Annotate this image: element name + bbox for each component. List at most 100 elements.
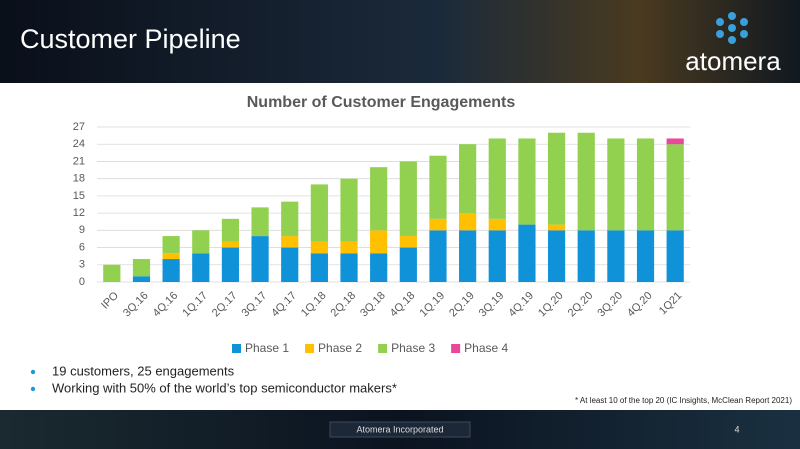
bar-segment	[459, 144, 477, 214]
bar-segment	[607, 138, 625, 231]
bar-segment	[310, 184, 328, 242]
x-tick-label: IPO	[99, 289, 121, 311]
footer-company: Atomera Incorporated	[356, 424, 443, 434]
bar-segment	[399, 161, 417, 237]
bar-segment	[251, 236, 269, 282]
legend-swatch	[305, 344, 315, 353]
x-tick-label: 4Q.20	[625, 290, 655, 320]
bar-segment	[251, 207, 269, 237]
bar-segment	[666, 144, 684, 231]
y-tick-label: 6	[79, 241, 85, 253]
bar-segment	[488, 218, 506, 231]
bar-segment	[547, 230, 566, 282]
chart-title: Number of Customer Engagements	[247, 94, 516, 111]
x-tick-label: 2Q.18	[329, 290, 359, 320]
bar-segment	[192, 230, 210, 254]
bar-segment	[459, 213, 477, 231]
x-tick-label: 3Q.18	[358, 290, 388, 320]
bar-segment	[429, 155, 447, 219]
bar-segment	[221, 218, 240, 242]
bar-segment	[310, 241, 328, 254]
footnote: * At least 10 of the top 20 (IC Insights…	[575, 396, 792, 405]
x-tick-label: 1Q.17	[180, 290, 210, 320]
x-tick-label: 4Q.18	[388, 290, 418, 320]
bar-segment	[636, 138, 655, 231]
bar-segment	[162, 259, 180, 282]
bar-segment	[221, 241, 240, 248]
x-tick-label: 3Q.17	[240, 290, 270, 320]
bar-segment	[399, 247, 417, 282]
bar-segment	[429, 230, 447, 282]
page-number: 4	[734, 424, 739, 434]
bar-segment	[518, 138, 536, 225]
x-tick-label: 1Q.20	[536, 290, 566, 320]
y-tick-label: 12	[73, 207, 85, 219]
bar-segment	[577, 230, 595, 282]
x-tick-label: 1Q21	[657, 290, 685, 318]
x-tick-label: 2Q.20	[566, 290, 596, 320]
bullet: Working with 50% of the world’s top semi…	[52, 380, 397, 395]
x-tick-label: 4Q.17	[269, 290, 299, 320]
x-tick-label: 2Q.19	[447, 290, 477, 320]
bar-segment	[221, 247, 240, 282]
bar-segment	[399, 236, 417, 248]
bar-segment	[132, 276, 151, 282]
bar-segment	[340, 253, 358, 282]
legend-swatch	[451, 344, 461, 353]
bar-segment	[666, 230, 684, 282]
bar-segment	[281, 201, 299, 237]
legend-label: Phase 4	[464, 341, 508, 355]
x-tick-label: 3Q.20	[595, 290, 625, 320]
bar-segment	[607, 230, 625, 282]
header-band	[0, 0, 800, 83]
bar-segment	[666, 138, 684, 145]
bar-segment	[429, 218, 447, 231]
bar-segment	[340, 241, 358, 254]
bar-segment	[488, 230, 506, 282]
y-tick-label: 24	[73, 138, 85, 150]
bar-segment	[162, 253, 180, 260]
bar-segment	[547, 132, 566, 225]
bar-segment	[281, 236, 299, 248]
y-tick-label: 3	[79, 259, 85, 271]
bar-segment	[132, 259, 151, 277]
bar-segment	[192, 253, 210, 282]
bar-segment	[310, 253, 328, 282]
legend-label: Phase 3	[391, 341, 435, 355]
bar-segment	[547, 224, 566, 231]
y-tick-label: 0	[79, 276, 85, 288]
x-tick-label: 4Q.19	[506, 290, 536, 320]
x-tick-label: 2Q.17	[210, 290, 240, 320]
y-tick-label: 27	[73, 121, 85, 133]
bar-segment	[370, 167, 388, 231]
x-tick-label: 4Q.16	[151, 290, 181, 320]
y-tick-label: 9	[79, 224, 85, 236]
y-tick-label: 15	[73, 190, 85, 202]
y-tick-label: 21	[73, 155, 85, 167]
legend-label: Phase 1	[245, 341, 289, 355]
y-tick-label: 18	[73, 173, 85, 185]
x-tick-label: 3Q.19	[477, 290, 507, 320]
x-tick-label: 1Q.19	[417, 290, 447, 320]
footer-box	[329, 421, 471, 438]
bar-segment	[518, 224, 536, 282]
bar-segment	[370, 253, 388, 282]
legend-label: Phase 2	[318, 341, 362, 355]
bar-segment	[340, 178, 358, 242]
slide-title: Customer Pipeline	[20, 24, 241, 54]
legend-swatch	[378, 344, 388, 353]
bar-segment	[488, 138, 506, 219]
bar-segment	[370, 230, 388, 254]
bullet: 19 customers, 25 engagements	[52, 363, 235, 378]
bar-segment	[577, 132, 595, 231]
bar-segment	[459, 230, 477, 282]
logo-icon	[716, 12, 748, 44]
logo-text: atomera	[685, 46, 781, 76]
x-tick-label: 1Q.18	[299, 290, 329, 320]
bullets: 19 customers, 25 engagements Working wit…	[30, 363, 397, 395]
bar-segment	[281, 247, 299, 282]
bar-segment	[162, 236, 180, 254]
legend-swatch	[232, 344, 241, 353]
